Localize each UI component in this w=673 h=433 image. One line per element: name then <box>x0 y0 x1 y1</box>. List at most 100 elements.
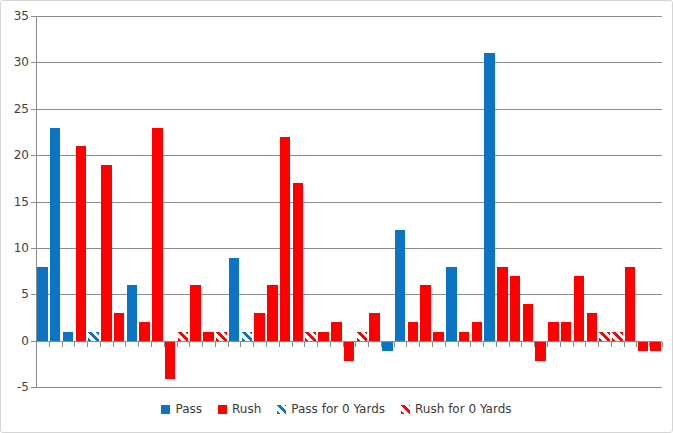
x-axis-tick <box>74 342 75 347</box>
x-axis-tick <box>87 342 88 347</box>
bar-rush <box>76 146 87 341</box>
y-axis-label: 25 <box>1 103 29 115</box>
bar-rush <box>625 267 636 341</box>
legend-marker-rush-swatch-icon <box>218 405 227 414</box>
x-axis-tick <box>458 342 459 347</box>
gridline <box>36 387 662 388</box>
y-axis-label: 10 <box>1 242 29 254</box>
bar-rush0 <box>178 332 189 341</box>
bar-rush0 <box>599 332 610 341</box>
x-axis-tick <box>585 342 586 347</box>
bar-pass <box>229 258 240 341</box>
x-axis-tick <box>113 342 114 347</box>
x-axis-tick <box>49 342 50 347</box>
bar-rush <box>650 342 661 351</box>
bar-rush <box>114 313 125 341</box>
bar-pass <box>446 267 457 341</box>
x-axis-tick <box>304 342 305 347</box>
x-axis-tick <box>215 342 216 347</box>
x-axis-tick <box>419 342 420 347</box>
legend: Pass Rush Pass for 0 Yards Rush for 0 Yards <box>1 402 672 416</box>
bar-rush <box>280 137 291 341</box>
x-axis-tick <box>547 342 548 347</box>
bar-rush <box>561 322 572 341</box>
x-axis-tick <box>394 342 395 347</box>
bar-rush <box>203 332 214 341</box>
gridline <box>36 155 662 156</box>
bar-rush <box>548 322 559 341</box>
bar-rush <box>344 342 355 361</box>
legend-label: Pass for 0 Yards <box>291 402 385 416</box>
x-axis-tick <box>317 342 318 347</box>
x-axis-tick <box>483 342 484 347</box>
bar-rush <box>331 322 342 341</box>
bar-rush <box>293 183 304 341</box>
x-axis-tick <box>611 342 612 347</box>
y-axis-label: 30 <box>1 56 29 68</box>
bar-rush <box>574 276 585 341</box>
bar-pass <box>37 267 48 341</box>
x-axis-tick <box>62 342 63 347</box>
legend-item-pass0: Pass for 0 Yards <box>277 402 385 416</box>
x-axis-tick <box>624 342 625 347</box>
y-axis-tick <box>31 387 36 388</box>
bar-rush0 <box>357 332 368 341</box>
x-axis-tick <box>573 342 574 347</box>
x-axis-tick <box>100 342 101 347</box>
bar-rush0 <box>612 332 623 341</box>
x-axis-tick <box>266 342 267 347</box>
bar-rush <box>433 332 444 341</box>
x-axis-tick <box>240 342 241 347</box>
x-axis-tick <box>202 342 203 347</box>
x-axis-tick <box>496 342 497 347</box>
bar-pass <box>50 128 61 341</box>
x-axis-tick <box>138 342 139 347</box>
x-axis-tick <box>253 342 254 347</box>
bar-rush <box>510 276 521 341</box>
x-axis-tick <box>470 342 471 347</box>
bar-rush0 <box>216 332 227 341</box>
y-axis-label: -5 <box>1 381 29 393</box>
bar-rush <box>165 342 176 379</box>
legend-label: Rush for 0 Yards <box>415 402 511 416</box>
legend-marker-rush0-hatched-swatch-icon <box>401 405 410 414</box>
bar-rush <box>472 322 483 341</box>
bar-chart: 35302520151050-5 PassRushPass for 0 Yard… <box>0 0 673 433</box>
bar-rush <box>408 322 419 341</box>
x-axis-tick <box>432 342 433 347</box>
legend-marker-pass0-hatched-swatch-icon <box>277 405 286 414</box>
x-axis-tick <box>662 342 663 347</box>
gridline <box>36 62 662 63</box>
x-axis-tick <box>406 342 407 347</box>
bar-rush <box>101 165 112 341</box>
bar-pass <box>127 285 138 341</box>
legend-item-rush: Rush <box>218 402 261 416</box>
y-axis-label: 15 <box>1 196 29 208</box>
legend-item-pass: Pass <box>161 402 202 416</box>
x-axis-tick <box>560 342 561 347</box>
bar-rush <box>369 313 380 341</box>
bar-rush <box>497 267 508 341</box>
x-axis-tick <box>125 342 126 347</box>
bar-rush <box>459 332 470 341</box>
gridline <box>36 109 662 110</box>
x-axis-tick <box>151 342 152 347</box>
x-axis-tick <box>228 342 229 347</box>
gridline <box>36 248 662 249</box>
x-axis-tick <box>368 342 369 347</box>
y-axis-label: 5 <box>1 288 29 300</box>
bar-rush <box>318 332 329 341</box>
bar-pass <box>63 332 74 341</box>
x-axis-tick <box>509 342 510 347</box>
bar-rush <box>523 304 534 341</box>
x-axis-tick <box>36 342 37 347</box>
bar-rush <box>152 128 163 341</box>
legend-item-rush0: Rush for 0 Yards <box>401 402 511 416</box>
bar-rush <box>587 313 598 341</box>
bar-rush <box>254 313 265 341</box>
x-axis-tick <box>177 342 178 347</box>
y-axis-label: 20 <box>1 149 29 161</box>
y-axis-label: 0 <box>1 335 29 347</box>
x-axis-tick <box>355 342 356 347</box>
x-axis-tick <box>279 342 280 347</box>
